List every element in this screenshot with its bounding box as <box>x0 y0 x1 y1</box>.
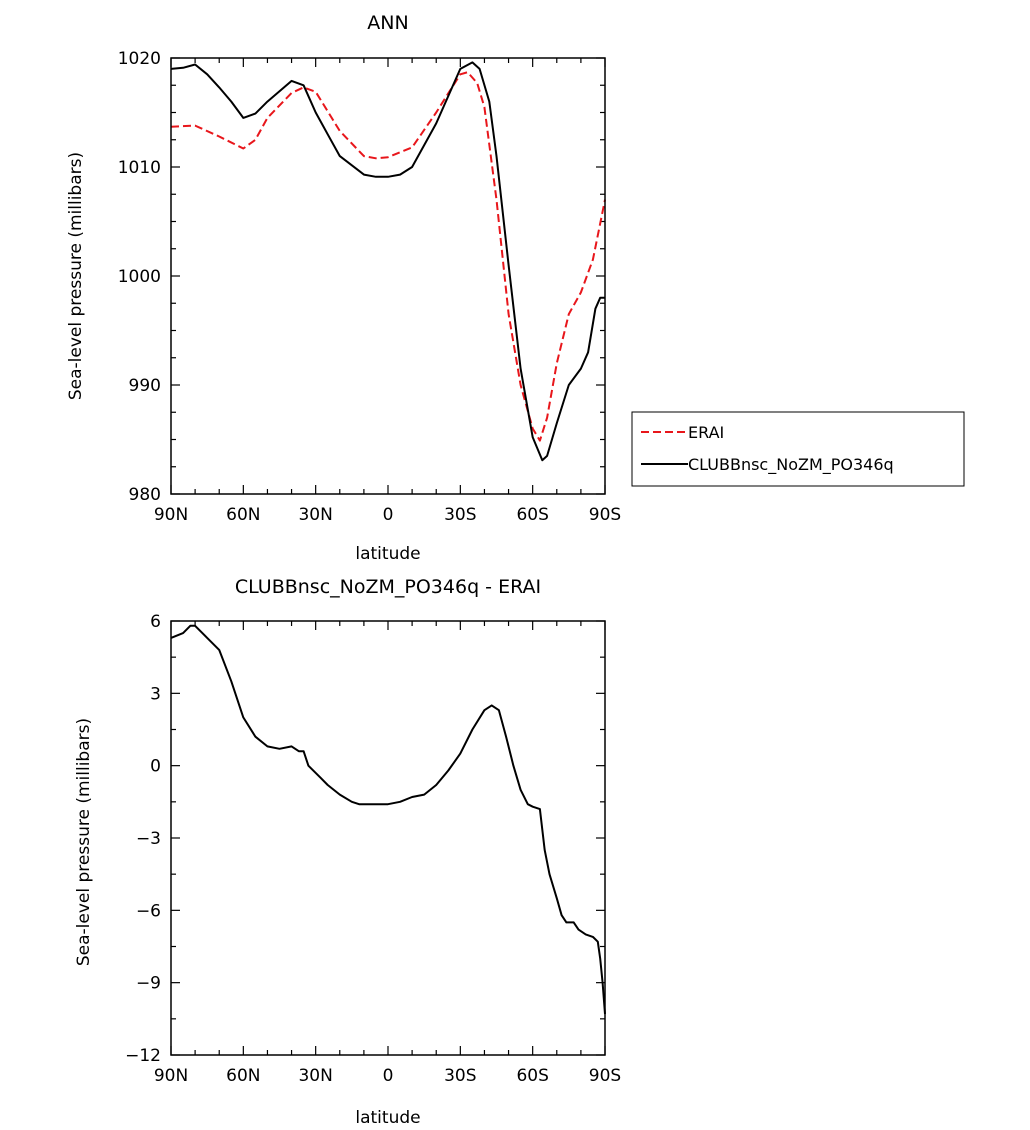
bottom-y-tick-label: 6 <box>150 612 161 632</box>
top-y-axis-label: Sea-level pressure (millibars) <box>66 152 86 400</box>
top-chart-title: ANN <box>367 12 408 34</box>
top-plot-frame <box>170 57 606 495</box>
top-y-tick-label: 980 <box>129 485 161 505</box>
legend-box <box>631 411 965 487</box>
bottom-ticks: 90N 60N 30N 0 30S 60S 90S 6 3 0 −3 −6 −9 −12 <box>125 612 621 1086</box>
bottom-y-tick-label: −6 <box>136 901 161 921</box>
top-y-tick-label: 1020 <box>118 49 161 69</box>
bottom-x-tick-label: 0 <box>383 1066 394 1086</box>
bottom-y-axis-label: Sea-level pressure (millibars) <box>74 718 94 966</box>
top-panel: ANN 90N 60N 30N 0 30S 60S 90S 1020 1010 1000 990 98… <box>66 12 965 564</box>
top-lines <box>170 61 606 462</box>
top-x-tick-label: 0 <box>383 505 394 525</box>
bottom-panel: CLUBBnsc_NoZM_PO346q - ERAI 90N 60N 30N 0 30… <box>74 576 621 1128</box>
top-ticks: 90N 60N 30N 0 30S 60S 90S 1020 1010 1000 990 980 <box>118 49 621 525</box>
bottom-x-axis-label: latitude <box>355 1108 420 1128</box>
top-x-tick-label: 60S <box>516 505 548 525</box>
top-x-tick-label: 90N <box>154 505 188 525</box>
top-x-tick-label: 60N <box>226 505 260 525</box>
top-x-tick-label: 90S <box>589 505 621 525</box>
bottom-x-tick-label: 90S <box>589 1066 621 1086</box>
bottom-x-tick-label: 30N <box>298 1066 332 1086</box>
legend-label-model: CLUBBnsc_NoZM_PO346q <box>688 455 894 475</box>
bottom-y-tick-label: 3 <box>150 684 161 704</box>
bottom-series-line-difference <box>170 624 606 1015</box>
bottom-x-tick-label: 90N <box>154 1066 188 1086</box>
top-y-tick-label: 990 <box>129 376 161 396</box>
bottom-x-tick-label: 60N <box>226 1066 260 1086</box>
top-x-tick-label: 30S <box>444 505 476 525</box>
bottom-y-tick-label: 0 <box>150 757 161 777</box>
top-series-line-clubbnsc-nozm-po346q <box>170 61 605 462</box>
bottom-chart-title: CLUBBnsc_NoZM_PO346q - ERAI <box>235 576 541 598</box>
top-x-axis-label: latitude <box>355 544 420 564</box>
legend: ERAI CLUBBnsc_NoZM_PO346q <box>631 411 965 487</box>
bottom-plot-frame <box>170 620 606 1056</box>
bottom-x-tick-label: 60S <box>516 1066 548 1086</box>
top-x-tick-label: 30N <box>298 505 332 525</box>
top-y-tick-label: 1010 <box>118 158 161 178</box>
legend-label-erai: ERAI <box>688 423 724 442</box>
top-series-line-erai <box>170 71 606 442</box>
bottom-y-tick-label: −9 <box>136 974 161 994</box>
top-y-tick-label: 1000 <box>118 267 161 287</box>
bottom-y-tick-label: −12 <box>125 1046 161 1066</box>
bottom-y-tick-label: −3 <box>136 829 161 849</box>
bottom-lines <box>170 624 606 1015</box>
bottom-x-tick-label: 30S <box>444 1066 476 1086</box>
